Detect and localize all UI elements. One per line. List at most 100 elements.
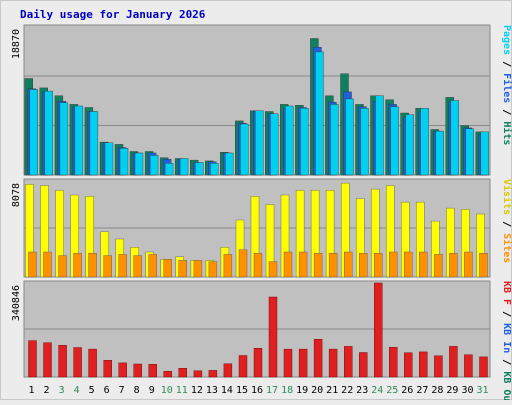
x-tick-label-day-23: 23 bbox=[356, 385, 368, 396]
chart-legends: Pages / Files / Hits Visits / Sites KB F /… bbox=[501, 25, 512, 405]
bar-sites-day-21 bbox=[328, 252, 338, 278]
bar-pages-day-23 bbox=[360, 108, 369, 176]
bar-kb-f-day-3 bbox=[58, 345, 67, 378]
bar-sites-day-17 bbox=[268, 261, 278, 278]
legend-entry-sites: Sites bbox=[501, 233, 512, 263]
bar-pages-day-9 bbox=[149, 155, 159, 176]
bar-pages-day-6 bbox=[104, 142, 114, 176]
bar-kb-f-day-14 bbox=[223, 363, 233, 378]
bar-kb-f-day-22 bbox=[344, 346, 353, 378]
bar-sites-day-12 bbox=[193, 260, 203, 278]
bar-kb-f-day-4 bbox=[73, 347, 82, 378]
bar-pages-day-26 bbox=[405, 114, 414, 176]
legend-entry-kb-in: KB In bbox=[501, 323, 512, 353]
bar-sites-day-31 bbox=[479, 252, 488, 278]
bar-pages-day-12 bbox=[194, 162, 204, 176]
bar-sites-day-1 bbox=[28, 251, 37, 278]
bar-pages-day-27 bbox=[420, 108, 429, 176]
bar-pages-day-19 bbox=[300, 108, 309, 176]
bar-sites-day-2 bbox=[43, 251, 52, 278]
bar-sites-day-22 bbox=[344, 251, 353, 278]
bar-sites-day-20 bbox=[313, 252, 323, 278]
chart-title: Daily usage for January 2026 bbox=[20, 8, 206, 21]
x-tick-label-day-20: 20 bbox=[311, 385, 323, 396]
bar-pages-day-10 bbox=[164, 162, 174, 176]
bar-pages-day-5 bbox=[89, 111, 99, 176]
bar-sites-day-5 bbox=[88, 252, 97, 278]
legend-separator: / bbox=[501, 215, 512, 233]
x-tick-label-day-19: 19 bbox=[296, 385, 308, 396]
legend-separator: / bbox=[501, 103, 512, 121]
x-tick-label-day-4: 4 bbox=[74, 385, 80, 396]
x-tick-label-day-8: 8 bbox=[134, 385, 140, 396]
bar-kb-f-day-30 bbox=[464, 354, 473, 378]
bar-sites-day-24 bbox=[374, 252, 383, 278]
panel-1-max-label: 18870 bbox=[11, 29, 22, 59]
bar-pages-day-31 bbox=[480, 131, 489, 176]
bar-sites-day-9 bbox=[148, 254, 158, 278]
bar-kb-f-day-13 bbox=[208, 370, 218, 378]
bar-kb-f-day-27 bbox=[419, 351, 428, 378]
legend-panel-2: Visits / Sites bbox=[501, 179, 512, 263]
bar-pages-day-4 bbox=[74, 105, 84, 176]
x-tick-label-day-2: 2 bbox=[43, 385, 49, 396]
bar-kb-f-day-1 bbox=[28, 340, 37, 378]
legend-entry-kb-f: KB F bbox=[501, 281, 512, 305]
x-tick-label-day-24: 24 bbox=[371, 385, 383, 396]
x-tick-label-day-6: 6 bbox=[104, 385, 110, 396]
bar-sites-day-30 bbox=[464, 251, 473, 278]
bar-kb-f-day-29 bbox=[449, 346, 458, 378]
bar-sites-day-8 bbox=[133, 255, 142, 278]
bar-pages-day-18 bbox=[285, 105, 294, 176]
legend-panel-3: KB F / KB In / KB Out bbox=[501, 281, 512, 400]
legend-separator: / bbox=[501, 305, 512, 323]
bar-pages-day-3 bbox=[59, 102, 69, 176]
chart-panels: 18870 8078 340846 bbox=[11, 24, 491, 378]
bar-kb-f-day-18 bbox=[283, 348, 293, 378]
bar-pages-day-22 bbox=[345, 98, 354, 176]
bar-kb-f-day-5 bbox=[88, 348, 97, 378]
x-tick-label-day-27: 27 bbox=[416, 385, 428, 396]
chart-bars bbox=[24, 38, 489, 378]
bar-sites-day-27 bbox=[419, 251, 428, 278]
x-tick-label-day-3: 3 bbox=[59, 385, 65, 396]
bar-pages-day-21 bbox=[330, 104, 339, 176]
bar-kb-f-day-28 bbox=[434, 355, 443, 378]
bar-pages-day-16 bbox=[255, 110, 264, 176]
bar-pages-day-25 bbox=[390, 106, 399, 176]
bar-pages-day-29 bbox=[450, 100, 459, 176]
bar-pages-day-1 bbox=[29, 89, 38, 176]
x-tick-label-day-17: 17 bbox=[266, 385, 278, 396]
x-tick-label-day-22: 22 bbox=[341, 385, 353, 396]
bar-sites-day-29 bbox=[449, 252, 458, 278]
legend-separator: / bbox=[501, 353, 512, 371]
bar-pages-day-14 bbox=[224, 152, 234, 176]
bar-kb-f-day-6 bbox=[103, 360, 112, 378]
legend-panel-1: Pages / Files / Hits bbox=[501, 25, 512, 145]
bar-kb-f-day-21 bbox=[328, 348, 338, 378]
bar-sites-day-3 bbox=[58, 255, 67, 278]
bar-kb-f-day-23 bbox=[359, 352, 368, 378]
bar-kb-f-day-19 bbox=[298, 348, 308, 378]
bar-kb-f-day-31 bbox=[479, 356, 488, 378]
bar-kb-f-day-26 bbox=[404, 352, 413, 378]
legend-entry-hits: Hits bbox=[501, 121, 512, 145]
panel-3-max-label: 340846 bbox=[11, 285, 22, 321]
x-tick-label-day-10: 10 bbox=[161, 385, 173, 396]
bar-sites-day-19 bbox=[298, 251, 308, 278]
bar-sites-day-11 bbox=[178, 260, 188, 278]
x-tick-label-day-26: 26 bbox=[401, 385, 413, 396]
x-tick-label-day-30: 30 bbox=[461, 385, 473, 396]
bar-kb-f-day-2 bbox=[43, 342, 52, 378]
x-tick-label-day-15: 15 bbox=[236, 385, 248, 396]
bar-sites-day-7 bbox=[118, 254, 127, 278]
bar-kb-f-day-10 bbox=[163, 371, 173, 378]
x-tick-label-day-9: 9 bbox=[149, 385, 155, 396]
x-tick-label-day-18: 18 bbox=[281, 385, 293, 396]
bar-pages-day-2 bbox=[44, 90, 53, 176]
bar-pages-day-8 bbox=[134, 152, 144, 176]
bar-kb-f-day-20 bbox=[313, 339, 323, 378]
x-tick-label-day-28: 28 bbox=[431, 385, 443, 396]
x-axis-tick-labels: 1 2 3 4 5 6 7 8 9 10 11 12 13 14 15 16 17 18 19 20 21 22 23 24 2… bbox=[28, 385, 488, 396]
